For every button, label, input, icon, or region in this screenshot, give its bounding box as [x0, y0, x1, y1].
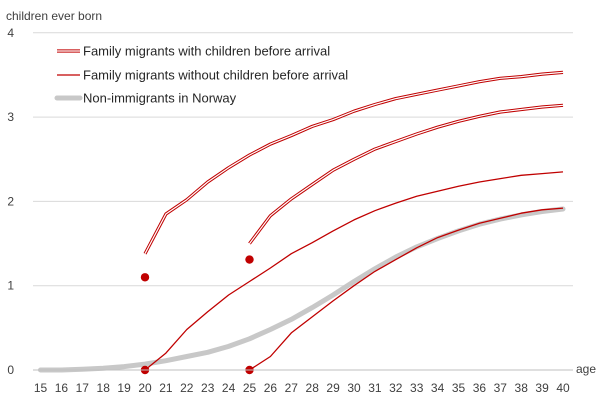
x-tick-label: 18 [97, 381, 111, 395]
x-tick-label: 28 [306, 381, 320, 395]
x-tick-label: 24 [222, 381, 236, 395]
x-tick-label: 15 [34, 381, 48, 395]
series-line-non-immigrants [38, 206, 566, 373]
x-tick-label: 31 [368, 381, 382, 395]
x-tick-label: 35 [452, 381, 466, 395]
x-tick-label: 40 [556, 381, 570, 395]
data-point [140, 273, 150, 282]
x-tick-label: 29 [326, 381, 340, 395]
x-tick-label: 27 [285, 381, 299, 395]
x-tick-label: 38 [515, 381, 529, 395]
series-line-without-children [249, 207, 564, 371]
x-tick-label: 39 [535, 381, 549, 395]
data-point [245, 255, 254, 264]
y-axis-title: children ever born [6, 9, 102, 23]
x-tick-label: 19 [117, 381, 131, 395]
series-layer [38, 70, 566, 373]
y-tick-label: 3 [7, 110, 14, 124]
x-tick-label: 21 [159, 381, 173, 395]
x-tick-label: 25 [243, 381, 257, 395]
x-tick-label: 20 [138, 381, 152, 395]
x-tick-label: 26 [264, 381, 278, 395]
series-line-outer [248, 103, 564, 245]
y-tick-label: 1 [7, 279, 14, 293]
legend-label: Non-immigrants in Norway [83, 91, 237, 106]
x-tick-label: 34 [431, 381, 445, 395]
x-tick-label: 33 [410, 381, 424, 395]
series-line-without-children [144, 171, 564, 371]
x-tick-label: 32 [389, 381, 403, 395]
series-line-with-children [248, 103, 564, 245]
x-tick-label: 36 [473, 381, 487, 395]
legend-label: Family migrants without children before … [83, 68, 348, 83]
x-tick-label: 22 [180, 381, 194, 395]
y-tick-label: 0 [7, 363, 14, 377]
y-tick-label: 2 [7, 194, 14, 208]
y-tick-label: 4 [7, 26, 14, 40]
x-tick-label: 30 [347, 381, 361, 395]
series-line-inner [249, 104, 564, 244]
series-line-inner [144, 71, 564, 254]
gridlines [33, 32, 573, 287]
x-axis-title: age [576, 362, 596, 376]
legend-label: Family migrants with children before arr… [83, 44, 330, 59]
x-tick-label: 23 [201, 381, 215, 395]
legend: Family migrants with children before arr… [54, 44, 348, 106]
x-tick-label: 16 [55, 381, 69, 395]
x-tick-label: 17 [76, 381, 90, 395]
series-line-with-children [143, 70, 564, 255]
x-tick-label: 37 [494, 381, 508, 395]
